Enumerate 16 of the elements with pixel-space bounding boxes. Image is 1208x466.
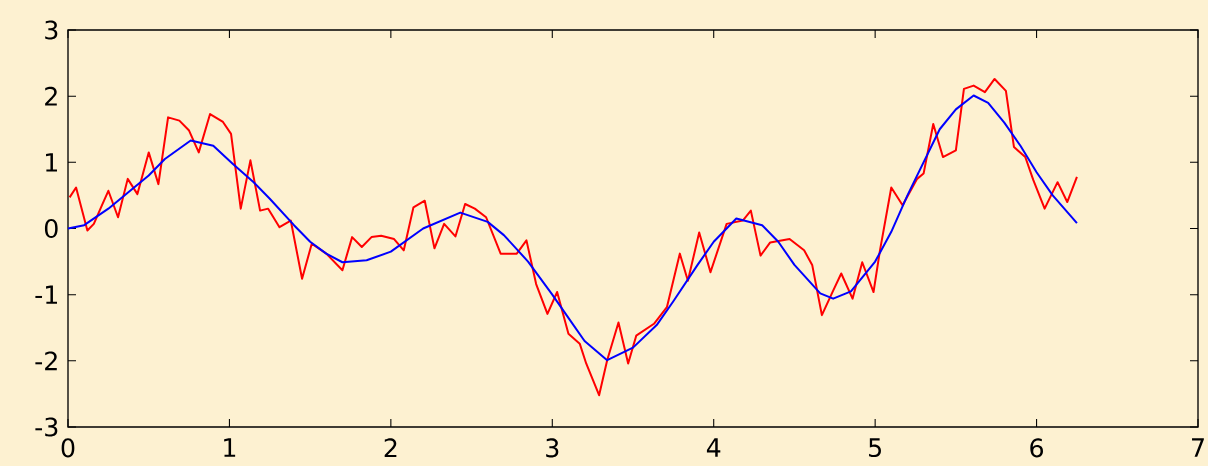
x-tick-label: 6	[1030, 438, 1043, 458]
y-tick-label: -3	[35, 417, 58, 437]
x-tick-label: 5	[869, 438, 881, 458]
x-tick-label: 3	[546, 438, 559, 458]
x-tick-label: 1	[224, 438, 236, 457]
x-tick-label: 4	[706, 438, 721, 457]
x-tick-label: 2	[384, 438, 397, 458]
y-tick-label: 2	[45, 86, 57, 106]
line-series	[68, 77, 1078, 397]
y-tick-label: 1	[46, 153, 57, 172]
y-tick-label: 3	[45, 20, 58, 40]
x-tick-label: 0	[61, 438, 75, 458]
x-tick-label: 7	[1192, 438, 1204, 457]
y-tick-label: -1	[35, 285, 57, 304]
y-tick-label: 0	[44, 218, 58, 239]
y-tick-label: -2	[35, 351, 57, 371]
